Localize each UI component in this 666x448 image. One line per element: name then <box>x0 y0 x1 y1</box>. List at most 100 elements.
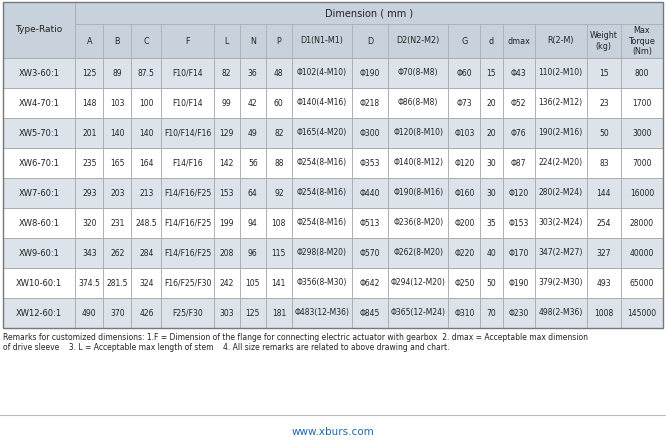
Bar <box>214 24 240 58</box>
Bar <box>587 24 621 58</box>
Text: 379(2-M30): 379(2-M30) <box>538 279 583 288</box>
Text: 49: 49 <box>248 129 258 138</box>
Text: 35: 35 <box>487 219 496 228</box>
Bar <box>103 178 131 208</box>
Bar <box>292 208 352 238</box>
Bar <box>448 298 480 328</box>
Bar <box>503 298 535 328</box>
Text: Φ102(4-M10): Φ102(4-M10) <box>297 69 347 78</box>
Text: 281.5: 281.5 <box>107 279 128 288</box>
Bar <box>292 118 352 148</box>
Bar <box>503 178 535 208</box>
Bar <box>352 208 388 238</box>
Bar <box>240 24 266 58</box>
Text: Φ845: Φ845 <box>360 309 380 318</box>
Bar <box>3 148 663 178</box>
Text: Φ353: Φ353 <box>360 159 380 168</box>
Bar <box>75 148 103 178</box>
Text: Φ52: Φ52 <box>511 99 526 108</box>
Text: 145000: 145000 <box>627 309 657 318</box>
Text: 20: 20 <box>487 129 496 138</box>
Bar <box>3 88 75 118</box>
Bar <box>621 238 663 268</box>
Text: F14/F16/F25: F14/F16/F25 <box>164 189 211 198</box>
Text: 115: 115 <box>272 249 286 258</box>
Bar <box>161 118 214 148</box>
Text: 36: 36 <box>248 69 258 78</box>
Text: 144: 144 <box>597 189 611 198</box>
Text: Φ254(8-M16): Φ254(8-M16) <box>297 159 347 168</box>
Bar <box>621 298 663 328</box>
Text: 426: 426 <box>139 309 154 318</box>
Text: N: N <box>250 36 256 46</box>
Bar <box>480 58 503 88</box>
Text: 190(2-M16): 190(2-M16) <box>539 129 583 138</box>
Bar <box>214 178 240 208</box>
Text: 370: 370 <box>110 309 125 318</box>
Text: Φ250: Φ250 <box>454 279 475 288</box>
Bar <box>214 148 240 178</box>
Bar <box>535 178 587 208</box>
Bar <box>131 24 161 58</box>
Bar <box>388 208 448 238</box>
Bar <box>292 58 352 88</box>
Bar <box>3 178 75 208</box>
Text: 140: 140 <box>139 129 154 138</box>
Text: A: A <box>87 36 92 46</box>
Bar <box>388 118 448 148</box>
Bar <box>103 88 131 118</box>
Bar <box>75 2 663 24</box>
Bar <box>240 118 266 148</box>
Bar <box>621 178 663 208</box>
Bar <box>3 88 663 118</box>
Text: XW5-70:1: XW5-70:1 <box>19 129 59 138</box>
Bar <box>103 24 131 58</box>
Text: R(2-M): R(2-M) <box>547 36 574 46</box>
Text: 136(2-M12): 136(2-M12) <box>539 99 583 108</box>
Text: L: L <box>224 36 229 46</box>
Bar <box>103 268 131 298</box>
Text: Φ120: Φ120 <box>454 159 474 168</box>
Bar <box>103 58 131 88</box>
Bar <box>131 238 161 268</box>
Text: 320: 320 <box>82 219 97 228</box>
Text: 208: 208 <box>220 249 234 258</box>
Text: Φ153: Φ153 <box>508 219 529 228</box>
Text: Φ60: Φ60 <box>457 69 472 78</box>
Bar <box>448 24 480 58</box>
Bar <box>214 118 240 148</box>
Text: Φ140(8-M12): Φ140(8-M12) <box>393 159 444 168</box>
Text: Φ294(12-M20): Φ294(12-M20) <box>391 279 446 288</box>
Text: Φ70(8-M8): Φ70(8-M8) <box>398 69 438 78</box>
Bar <box>240 208 266 238</box>
Bar <box>621 208 663 238</box>
Bar <box>503 238 535 268</box>
Text: F14/F16/F25: F14/F16/F25 <box>164 249 211 258</box>
Bar <box>3 268 663 298</box>
Text: Φ76: Φ76 <box>511 129 526 138</box>
Text: 108: 108 <box>272 219 286 228</box>
Text: 153: 153 <box>219 189 234 198</box>
Bar <box>266 238 292 268</box>
Text: 231: 231 <box>110 219 125 228</box>
Bar <box>3 2 663 328</box>
Text: F10/F14: F10/F14 <box>172 69 203 78</box>
Text: F25/F30: F25/F30 <box>172 309 203 318</box>
Bar <box>103 238 131 268</box>
Bar <box>3 268 75 298</box>
Text: Φ642: Φ642 <box>360 279 380 288</box>
Bar <box>161 24 214 58</box>
Text: 254: 254 <box>597 219 611 228</box>
Bar <box>266 88 292 118</box>
Bar <box>3 298 75 328</box>
Text: Φ73: Φ73 <box>457 99 472 108</box>
Bar <box>503 148 535 178</box>
Bar <box>131 268 161 298</box>
Bar <box>3 208 663 238</box>
Bar <box>161 268 214 298</box>
Text: 1008: 1008 <box>594 309 613 318</box>
Text: 87.5: 87.5 <box>138 69 155 78</box>
Text: d: d <box>489 36 494 46</box>
Text: Φ140(4-M16): Φ140(4-M16) <box>297 99 347 108</box>
Bar <box>266 268 292 298</box>
